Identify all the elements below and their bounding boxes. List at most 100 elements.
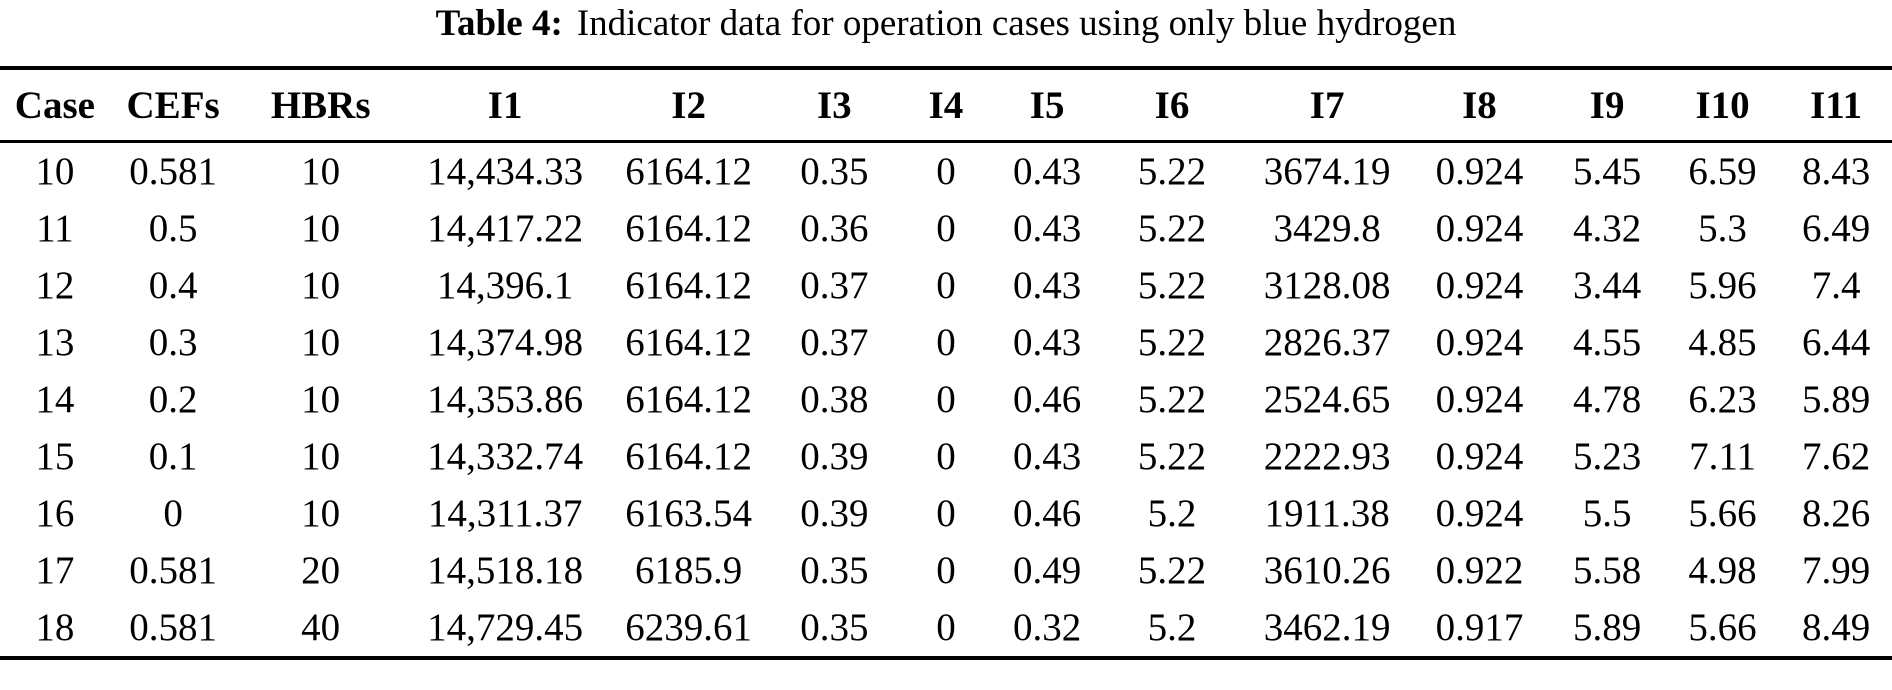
table-cell: 6163.54 xyxy=(625,492,753,535)
table-cell: 0.4 xyxy=(148,264,198,307)
table-cell: 0 xyxy=(936,378,956,421)
table-cell: 0.37 xyxy=(800,264,869,307)
table-cell: 0.922 xyxy=(1435,549,1524,592)
table-cell: 0.581 xyxy=(129,549,217,592)
table-cell: 4.98 xyxy=(1688,549,1757,592)
header-cell-i3: I3 xyxy=(816,83,852,127)
table-row-case-10: 10 0.581 10 14,434.33 6164.12 0.35 0 0.43 5.22 36… xyxy=(0,142,1892,201)
table-cell: 0.924 xyxy=(1435,150,1524,193)
table-cell: 3610.26 xyxy=(1263,549,1391,592)
table-cell: 5.96 xyxy=(1688,264,1757,307)
header-cell-i7: I7 xyxy=(1309,83,1345,127)
table-row-case-14: 14 0.2 10 14,353.86 6164.12 0.38 0 0.46 5.22 2524… xyxy=(0,371,1892,428)
table-cell: 20 xyxy=(301,549,341,592)
table-cell: 0.581 xyxy=(129,606,217,649)
table-cell: 14,417.22 xyxy=(427,207,584,250)
header-cell-hbrs: HBRs xyxy=(270,83,371,127)
table-cell: 8.49 xyxy=(1802,606,1871,649)
table-cell: 0.1 xyxy=(148,435,198,478)
table-cell: 17 xyxy=(35,549,75,592)
table-cell: 5.2 xyxy=(1147,606,1197,649)
table-cell: 6164.12 xyxy=(625,321,753,364)
table-cell: 0.43 xyxy=(1013,150,1082,193)
table-cell: 0 xyxy=(936,264,956,307)
table-cell: 0.43 xyxy=(1013,435,1082,478)
table-cell: 6.59 xyxy=(1688,150,1757,193)
table-cell: 5.22 xyxy=(1137,264,1207,307)
table-cell: 7.62 xyxy=(1802,435,1871,478)
table-cell: 16 xyxy=(35,492,75,535)
table-cell: 4.55 xyxy=(1573,321,1642,364)
table-cell: 4.32 xyxy=(1573,207,1642,250)
header-cell-i6: I6 xyxy=(1154,83,1190,127)
table-cell: 0 xyxy=(936,150,956,193)
table-cell: 7.4 xyxy=(1811,264,1861,307)
table-cell: 0.38 xyxy=(800,378,869,421)
table-cell: 0.924 xyxy=(1435,378,1524,421)
table-cell: 0.37 xyxy=(800,321,869,364)
table-cell: 6.23 xyxy=(1688,378,1757,421)
table-body: 10 0.581 10 14,434.33 6164.12 0.35 0 0.43 5.22 36… xyxy=(0,142,1892,659)
table-cell: 0.917 xyxy=(1435,606,1524,649)
table-cell: 10 xyxy=(301,150,341,193)
table-cell: 5.66 xyxy=(1688,492,1757,535)
table-cell: 10 xyxy=(35,150,75,193)
table-cell: 7.11 xyxy=(1689,435,1756,478)
table-cell: 2524.65 xyxy=(1263,378,1391,421)
table-cell: 5.22 xyxy=(1137,321,1207,364)
header-cell-cefs: CEFs xyxy=(126,83,220,127)
table-cell: 5.22 xyxy=(1137,207,1207,250)
table-cell: 0.5 xyxy=(148,207,198,250)
table-cell: 5.89 xyxy=(1802,378,1871,421)
table-cell: 6164.12 xyxy=(625,207,753,250)
table-cell: 6185.9 xyxy=(635,549,743,592)
table-cell: 14,353.86 xyxy=(427,378,584,421)
table-caption-text: Indicator data for operation cases using… xyxy=(576,3,1457,44)
table-cell: 0 xyxy=(936,549,956,592)
header-cell-i5: I5 xyxy=(1029,83,1065,127)
table-cell: 0 xyxy=(936,207,956,250)
table-cell: 14,518.18 xyxy=(427,549,584,592)
table-row-case-11: 11 0.5 10 14,417.22 6164.12 0.36 0 0.43 5.22 3429… xyxy=(0,200,1892,257)
table-cell: 5.45 xyxy=(1573,150,1642,193)
header-cell-i8: I8 xyxy=(1462,83,1497,127)
table-cell: 0.3 xyxy=(148,321,198,364)
table-cell: 18 xyxy=(35,606,75,649)
table-cell: 0.924 xyxy=(1435,321,1524,364)
table-caption-label: Table 4: xyxy=(435,3,563,44)
table-cell: 7.99 xyxy=(1802,549,1871,592)
table-cell: 6164.12 xyxy=(625,150,753,193)
table-cell: 0.49 xyxy=(1013,549,1082,592)
table-cell: 14,729.45 xyxy=(427,606,584,649)
table-cell: 5.89 xyxy=(1573,606,1642,649)
table-cell: 10 xyxy=(301,435,341,478)
table-cell: 0 xyxy=(936,606,956,649)
table-cell: 0.2 xyxy=(148,378,198,421)
table-cell: 5.23 xyxy=(1573,435,1642,478)
table-cell: 0 xyxy=(936,435,956,478)
table-cell: 5.22 xyxy=(1137,549,1207,592)
table-cell: 14 xyxy=(35,378,75,421)
table-cell: 0.35 xyxy=(800,606,869,649)
header-cell-case: Case xyxy=(14,83,95,127)
table-cell: 8.26 xyxy=(1802,492,1871,535)
header-cell-i10: I10 xyxy=(1695,83,1750,127)
table-cell: 1911.38 xyxy=(1264,492,1390,535)
table-cell: 5.22 xyxy=(1137,150,1207,193)
table-cell: 0 xyxy=(163,492,183,535)
table-cell: 0.35 xyxy=(800,549,869,592)
table-cell: 0.924 xyxy=(1435,492,1524,535)
table-row-case-13: 13 0.3 10 14,374.98 6164.12 0.37 0 0.43 5.22 2826… xyxy=(0,314,1892,371)
table-cell: 10 xyxy=(301,321,341,364)
table-row-case-16: 16 0 10 14,311.37 6163.54 0.39 0 0.46 5.2 1911.38… xyxy=(0,485,1892,542)
table-cell: 0.581 xyxy=(129,150,217,193)
header-cell-i2: I2 xyxy=(671,83,706,127)
table-cell: 0.46 xyxy=(1013,492,1082,535)
table-cell: 10 xyxy=(301,492,341,535)
table-cell: 0.39 xyxy=(800,435,869,478)
table-cell: 5.2 xyxy=(1147,492,1197,535)
header-cell-i1: I1 xyxy=(487,83,523,127)
table-cell: 0.32 xyxy=(1013,606,1082,649)
table-row-case-17: 17 0.581 20 14,518.18 6185.9 0.35 0 0.49 5.22 361… xyxy=(0,542,1892,599)
